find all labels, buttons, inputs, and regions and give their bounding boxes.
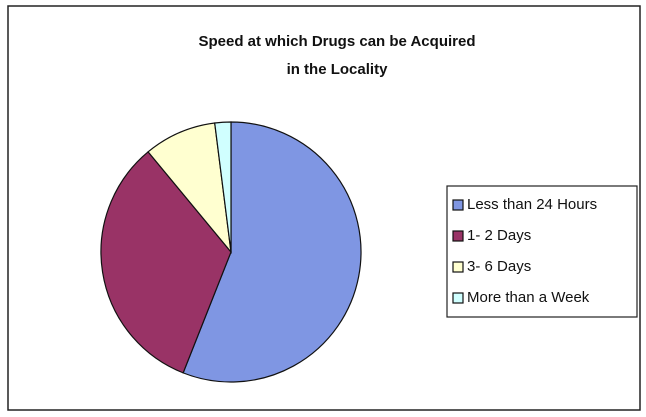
legend-swatch [452, 261, 464, 273]
legend-swatch [452, 292, 464, 304]
pie-slice [100, 150, 232, 374]
pie-slice [182, 121, 362, 383]
legend-swatch [452, 230, 464, 242]
chart-title: Speed at which Drugs can be Acquired [198, 33, 475, 50]
pie-slice [214, 121, 232, 253]
legend-box [446, 185, 638, 318]
legend-label: More than a Week [467, 289, 590, 306]
chart-title: in the Locality [287, 61, 389, 78]
legend-swatch [452, 199, 464, 211]
legend-label: 3- 6 Days [467, 258, 531, 275]
legend-label: 1- 2 Days [467, 227, 531, 244]
legend-label: Less than 24 Hours [467, 196, 597, 213]
